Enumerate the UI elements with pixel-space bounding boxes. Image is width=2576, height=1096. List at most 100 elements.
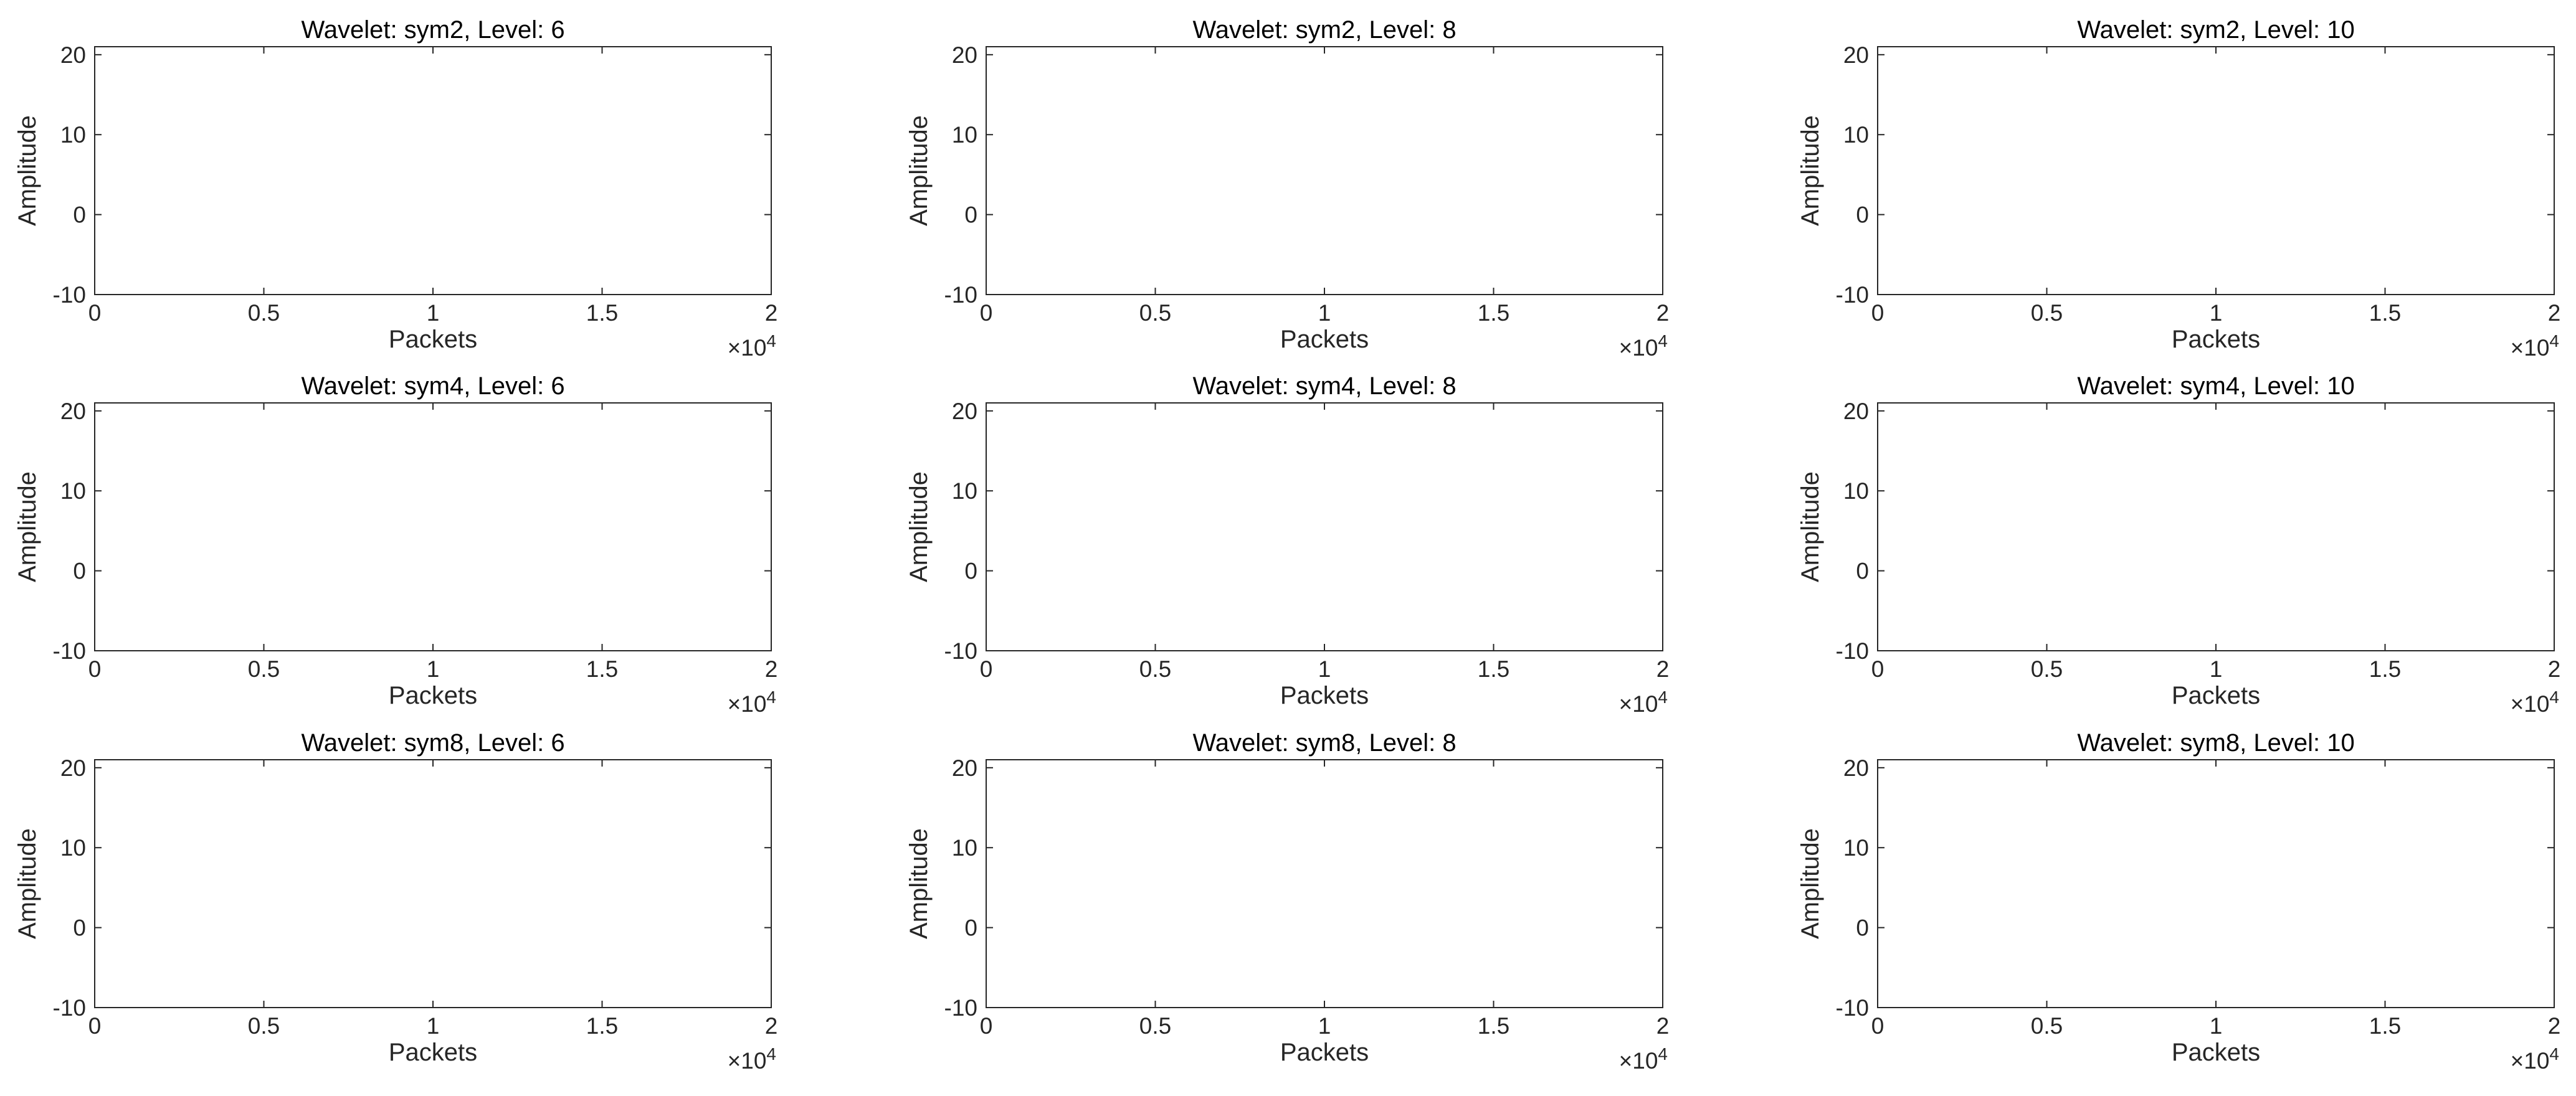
subplot-title: Wavelet: sym4, Level: 6 <box>301 372 564 400</box>
x-tick-label: 0 <box>1871 300 1884 326</box>
y-tick-label: 20 <box>60 755 86 781</box>
y-axis-label: Amplitude <box>905 471 933 582</box>
y-tick-label: 0 <box>964 202 977 228</box>
x-tick-label: 1 <box>1318 1013 1331 1039</box>
axes-box <box>1878 47 2554 295</box>
x-tick-label: 1.5 <box>1478 300 1509 326</box>
y-tick-label: 0 <box>73 915 86 941</box>
x-tick-label: 0 <box>1871 656 1884 682</box>
y-axis-label: Amplitude <box>1797 471 1824 582</box>
x-tick-label: 1.5 <box>586 1013 618 1039</box>
y-axis-label: Amplitude <box>14 471 41 582</box>
y-axis-label: Amplitude <box>14 828 41 939</box>
x-axis-label: Packets <box>389 1039 477 1066</box>
x-tick-label: 1.5 <box>586 300 618 326</box>
y-tick-label: 10 <box>60 478 86 504</box>
x-tick-label: 0.5 <box>1139 1013 1171 1039</box>
y-axis-label: Amplitude <box>905 115 933 226</box>
subplot-title: Wavelet: sym8, Level: 6 <box>301 729 564 757</box>
subplot-title: Wavelet: sym2, Level: 10 <box>2077 16 2354 44</box>
y-axis-label: Amplitude <box>1797 828 1824 939</box>
x-tick-label: 2 <box>1656 656 1670 682</box>
x-axis-label: Packets <box>2172 1039 2260 1066</box>
axes-box <box>95 760 771 1008</box>
x-tick-label: 0.5 <box>1139 656 1171 682</box>
y-tick-label: 0 <box>73 202 86 228</box>
axes-box <box>95 403 771 651</box>
x-exponent-label: ×104 <box>1619 687 1668 717</box>
y-tick-label: -10 <box>1836 995 1869 1021</box>
y-tick-label: 20 <box>60 399 86 424</box>
y-axis-label: Amplitude <box>1797 115 1824 226</box>
x-tick-label: 0.5 <box>1139 300 1171 326</box>
x-tick-label: 1 <box>2210 1013 2223 1039</box>
y-tick-label: 20 <box>952 755 977 781</box>
x-tick-label: 1 <box>427 656 440 682</box>
x-tick-label: 0 <box>1871 1013 1884 1039</box>
x-tick-label: 1.5 <box>1478 656 1509 682</box>
subplot-title: Wavelet: sym8, Level: 8 <box>1192 729 1456 757</box>
x-tick-label: 1.5 <box>2369 300 2401 326</box>
y-tick-label: 0 <box>1856 559 1869 584</box>
x-tick-label: 0 <box>88 1013 102 1039</box>
x-axis-label: Packets <box>1280 682 1369 709</box>
y-tick-label: 0 <box>964 559 977 584</box>
y-tick-label: -10 <box>1836 282 1869 308</box>
y-tick-label: 20 <box>1843 42 1869 68</box>
x-exponent-label: ×104 <box>2511 1044 2559 1074</box>
y-tick-label: -10 <box>1836 638 1869 664</box>
y-tick-label: 10 <box>1843 478 1869 504</box>
x-tick-label: 1 <box>1318 300 1331 326</box>
x-tick-label: 1.5 <box>586 656 618 682</box>
x-exponent-label: ×104 <box>1619 331 1668 361</box>
x-tick-label: 0.5 <box>2031 300 2063 326</box>
subplot-title: Wavelet: sym4, Level: 8 <box>1192 372 1456 400</box>
axes-box <box>986 760 1663 1008</box>
y-tick-label: 20 <box>1843 399 1869 424</box>
x-axis-label: Packets <box>389 682 477 709</box>
y-tick-label: -10 <box>944 638 977 664</box>
x-axis-label: Packets <box>389 326 477 353</box>
y-tick-label: -10 <box>53 995 86 1021</box>
subplot-title: Wavelet: sym8, Level: 10 <box>2077 729 2354 757</box>
y-tick-label: 0 <box>73 559 86 584</box>
axes-box <box>986 47 1663 295</box>
x-tick-label: 0.5 <box>248 656 280 682</box>
subplot-title: Wavelet: sym2, Level: 8 <box>1192 16 1456 44</box>
x-exponent-label: ×104 <box>1619 1044 1668 1074</box>
x-tick-label: 1 <box>427 1013 440 1039</box>
y-tick-label: 10 <box>1843 835 1869 861</box>
y-tick-label: -10 <box>53 282 86 308</box>
x-tick-label: 0.5 <box>2031 656 2063 682</box>
x-tick-label: 0 <box>88 300 102 326</box>
x-exponent-label: ×104 <box>728 331 776 361</box>
subplot-title: Wavelet: sym4, Level: 10 <box>2077 372 2354 400</box>
x-tick-label: 0 <box>980 300 993 326</box>
x-tick-label: 2 <box>2548 1013 2561 1039</box>
y-tick-label: 10 <box>60 122 86 148</box>
x-tick-label: 2 <box>2548 656 2561 682</box>
y-tick-label: 0 <box>1856 915 1869 941</box>
x-tick-label: 0.5 <box>248 300 280 326</box>
x-axis-label: Packets <box>2172 326 2260 353</box>
axes-box <box>1878 403 2554 651</box>
y-axis-label: Amplitude <box>14 115 41 226</box>
x-tick-label: 0 <box>980 656 993 682</box>
y-tick-label: 10 <box>60 835 86 861</box>
x-tick-label: 1 <box>427 300 440 326</box>
y-axis-label: Amplitude <box>905 828 933 939</box>
axes-box <box>95 47 771 295</box>
x-tick-label: 0 <box>980 1013 993 1039</box>
x-tick-label: 2 <box>765 1013 778 1039</box>
y-tick-label: 10 <box>952 122 977 148</box>
x-exponent-label: ×104 <box>728 687 776 717</box>
y-tick-label: 0 <box>964 915 977 941</box>
x-tick-label: 1.5 <box>2369 1013 2401 1039</box>
